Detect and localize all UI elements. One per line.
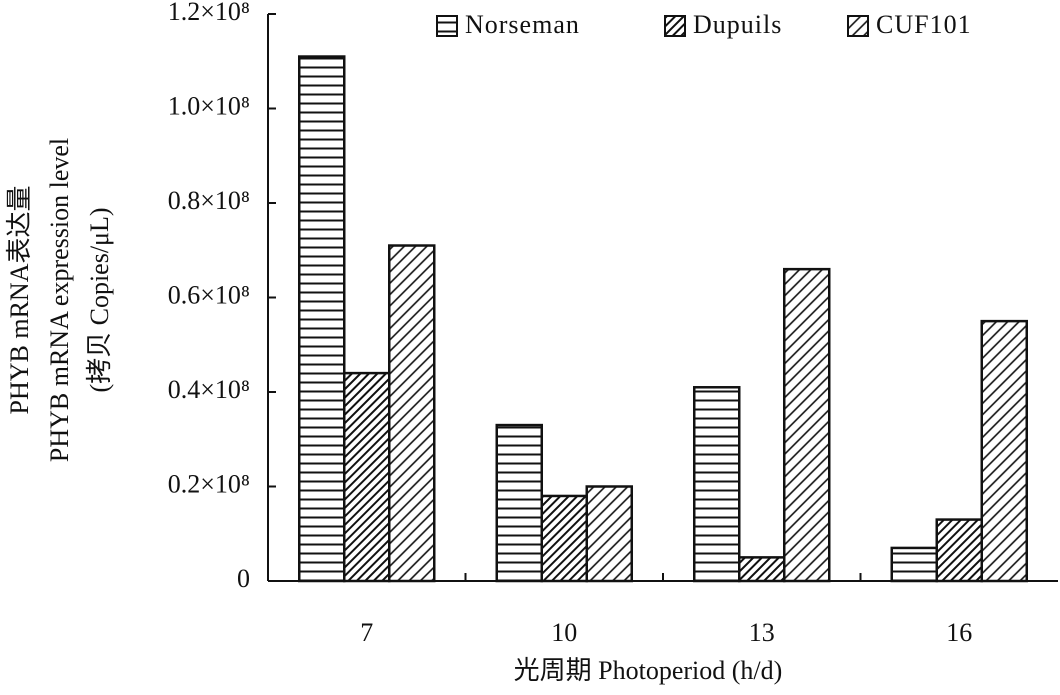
x-tick-label: 7	[360, 618, 373, 647]
y-tick-label: 0	[237, 564, 250, 593]
legend-swatch	[664, 15, 686, 37]
y-axis-label: (拷贝 Copies/μL)	[85, 207, 114, 392]
bar	[935, 518, 983, 583]
legend-label: Dupuils	[693, 10, 782, 39]
y-tick-label: 1.0×10⁸	[168, 91, 250, 120]
x-axis-label: 光周期 Photoperiod (h/d)	[514, 656, 783, 685]
legend-swatch	[436, 15, 458, 37]
y-tick-label: 0.6×10⁸	[168, 280, 250, 309]
y-tick-label: 0.4×10⁸	[168, 375, 250, 404]
bar	[980, 319, 1028, 583]
y-axis-label: PHYB mRNA expression level	[45, 138, 74, 462]
bar	[783, 267, 831, 583]
bar	[693, 386, 741, 583]
y-tick-label: 0.8×10⁸	[168, 186, 250, 215]
bar	[540, 494, 588, 583]
legend-label: Norseman	[465, 10, 580, 39]
bar	[738, 556, 786, 583]
legend-label: CUF101	[876, 10, 972, 39]
y-tick-label: 1.2×10⁸	[168, 0, 250, 26]
bar	[585, 485, 633, 583]
bar	[495, 423, 543, 583]
bar	[298, 55, 346, 583]
x-tick-label: 10	[551, 618, 577, 647]
bar	[388, 244, 436, 583]
x-tick-label: 16	[946, 618, 972, 647]
x-tick-label: 13	[749, 618, 775, 647]
y-tick-label: 0.2×10⁸	[168, 469, 250, 498]
y-axis-label: PHYB mRNA表达量	[5, 186, 34, 415]
bar	[890, 546, 938, 583]
bar	[343, 371, 391, 583]
legend-swatch	[847, 15, 869, 37]
